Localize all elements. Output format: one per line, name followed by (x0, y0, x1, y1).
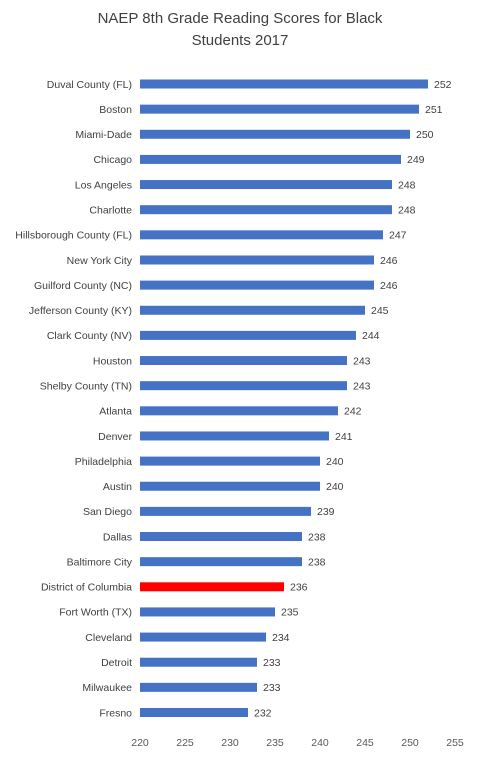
category-label: Clark County (NV) (47, 330, 132, 342)
value-label: 241 (335, 431, 353, 443)
bar (140, 506, 311, 516)
bar (140, 305, 365, 315)
category-label: Duval County (FL) (47, 79, 132, 91)
value-label: 250 (416, 129, 434, 141)
value-label: 251 (425, 104, 443, 116)
category-label: Atlanta (99, 406, 132, 418)
x-tick-label: 225 (176, 737, 194, 749)
bar (140, 154, 401, 164)
category-label: District of Columbia (41, 582, 132, 594)
bar (140, 230, 383, 240)
x-axis-ticks: 220 225 230 235 240 245 250 255 (131, 737, 464, 749)
bar (140, 708, 248, 717)
bar (140, 657, 257, 667)
bar (140, 104, 419, 114)
bar (140, 381, 347, 391)
bar (140, 180, 392, 190)
bar (140, 607, 275, 617)
category-label: Cleveland (85, 632, 132, 644)
bar (140, 532, 302, 542)
x-tick-label: 220 (131, 737, 149, 749)
bar (140, 682, 257, 692)
bar (140, 456, 320, 466)
value-label: 232 (254, 707, 272, 719)
category-label: Fresno (99, 707, 132, 719)
category-label: Detroit (101, 657, 132, 669)
category-label: Milwaukee (82, 682, 132, 694)
category-label: Chicago (93, 154, 132, 166)
category-label: Charlotte (89, 205, 132, 217)
category-label: New York City (67, 255, 133, 267)
bar (140, 582, 284, 592)
bar (140, 280, 374, 290)
category-label: Philadelphia (75, 456, 132, 468)
value-label: 242 (344, 406, 362, 418)
bar (140, 557, 302, 567)
x-tick-label: 250 (401, 737, 419, 749)
value-label: 240 (326, 456, 344, 468)
bar (140, 406, 338, 416)
bar (140, 205, 392, 215)
x-tick-label: 230 (221, 737, 239, 749)
bar (140, 79, 428, 89)
x-tick-label: 240 (311, 737, 329, 749)
value-label: 234 (272, 632, 290, 644)
bar (140, 431, 329, 441)
category-label: San Diego (83, 506, 132, 518)
category-label: Austin (103, 481, 132, 493)
bar (140, 255, 374, 265)
category-label: Shelby County (TN) (40, 380, 132, 392)
category-label: Los Angeles (75, 179, 132, 191)
x-tick-label: 255 (446, 737, 464, 749)
value-label: 248 (398, 205, 416, 217)
value-label: 238 (308, 531, 326, 543)
value-label: 243 (353, 380, 371, 392)
value-label: 252 (434, 79, 452, 91)
value-label: 249 (407, 154, 425, 166)
value-label: 245 (371, 305, 389, 317)
x-tick-label: 235 (266, 737, 284, 749)
category-label: Hillsborough County (FL) (15, 230, 132, 242)
chart-title-line-1: NAEP 8th Grade Reading Scores for Black (98, 10, 383, 27)
value-label: 239 (317, 506, 335, 518)
value-label: 236 (290, 582, 308, 594)
category-label: Houston (93, 355, 132, 367)
value-label: 246 (380, 280, 398, 292)
bar (140, 632, 266, 642)
value-label: 246 (380, 255, 398, 267)
category-label: Miami-Dade (75, 129, 132, 141)
value-label: 235 (281, 607, 299, 619)
bar (140, 356, 347, 366)
category-label: Jefferson County (KY) (29, 305, 132, 317)
x-tick-label: 245 (356, 737, 374, 749)
value-label: 238 (308, 556, 326, 568)
bar (140, 129, 410, 139)
value-label: 233 (263, 657, 281, 669)
value-label: 233 (263, 682, 281, 694)
category-label: Dallas (103, 531, 132, 543)
category-label: Baltimore City (67, 556, 133, 568)
value-label: 243 (353, 355, 371, 367)
bar (140, 330, 356, 340)
bars-group: Duval County (FL) 252 Boston 251 Miami-Dade 2… (15, 79, 452, 719)
category-label: Guilford County (NC) (34, 280, 132, 292)
value-label: 248 (398, 179, 416, 191)
category-label: Boston (99, 104, 132, 116)
category-label: Fort Worth (TX) (59, 607, 132, 619)
value-label: 244 (362, 330, 380, 342)
category-label: Denver (98, 431, 132, 443)
bar (140, 481, 320, 491)
value-label: 240 (326, 481, 344, 493)
chart-title-line-2: Students 2017 (192, 32, 289, 49)
value-label: 247 (389, 230, 407, 242)
